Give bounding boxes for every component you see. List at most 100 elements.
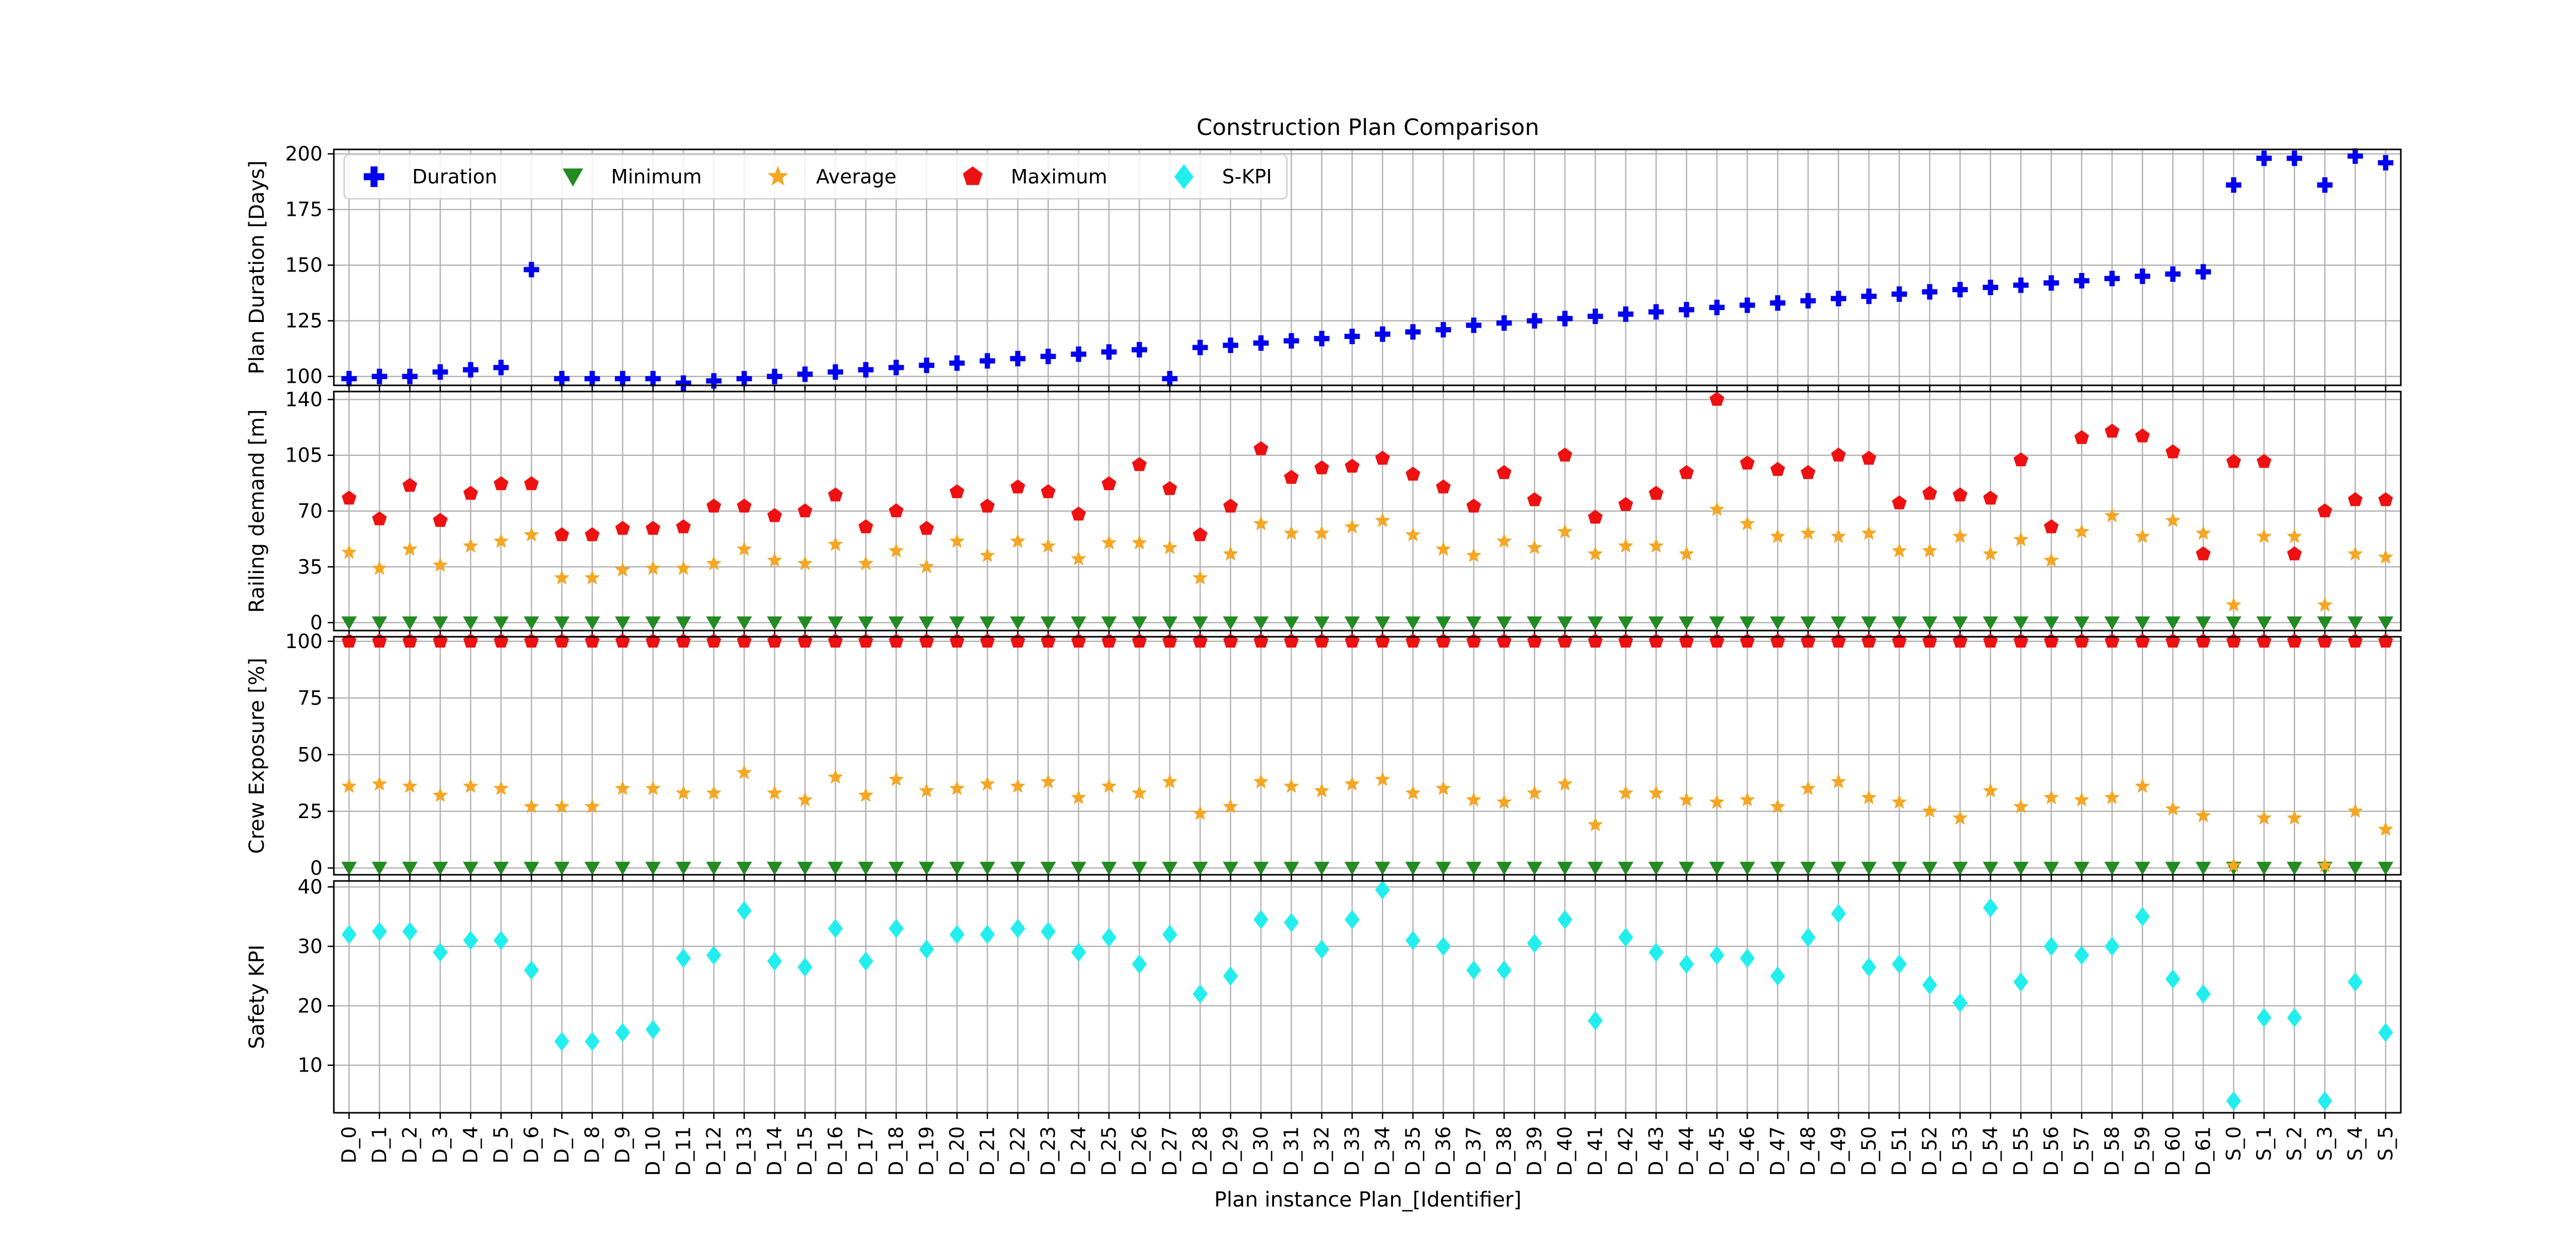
x-tick-label: D_49 [1827,1126,1850,1176]
data-point-average [1314,525,1330,540]
data-point-duration [463,362,479,378]
data-point-s-kpi [1405,930,1420,951]
data-point-average [1618,538,1634,553]
data-point-maximum [2287,633,2302,648]
data-point-duration [2347,148,2363,164]
data-point-duration [1618,306,1634,322]
data-point-average [2286,528,2302,544]
data-point-average [797,555,813,570]
data-point-minimum [1800,616,1816,630]
data-point-minimum [1223,861,1239,876]
data-point-s-kpi [1041,922,1056,941]
data-point-maximum [889,503,904,518]
data-point-s-kpi [1953,993,1968,1013]
data-point-minimum [858,616,874,630]
data-point-minimum [2256,861,2272,876]
data-point-average [858,555,874,570]
data-point-maximum [463,633,478,648]
data-point-maximum [1861,450,1876,465]
data-point-s-kpi [1132,954,1147,974]
data-point-average [1831,773,1846,789]
data-point-average [645,560,661,575]
data-point-maximum [2257,454,2272,468]
x-tick-label: D_40 [1554,1126,1577,1176]
data-point-s-kpi [494,930,509,951]
data-point-average [2226,597,2242,612]
data-point-average [888,771,904,786]
y-tick-label: 100 [285,630,323,653]
data-point-s-kpi [1557,910,1572,929]
data-point-average [554,570,570,585]
data-point-maximum [1132,633,1147,648]
data-point-duration [615,371,631,387]
data-point-duration [2074,273,2090,288]
data-point-average [1435,780,1451,795]
x-tick-label: D_56 [2040,1126,2063,1176]
data-point-minimum [949,861,965,876]
data-point-minimum [2378,616,2394,630]
data-point-duration [1223,337,1239,353]
x-tick-label: D_24 [1067,1126,1090,1176]
data-point-duration [827,364,843,380]
data-point-minimum [2074,616,2090,630]
data-point-minimum [2256,616,2272,630]
x-tick-label: S_1 [2253,1126,2276,1161]
data-point-average [1709,501,1725,516]
data-point-maximum [494,633,509,648]
data-point-duration [1375,326,1391,342]
series-minimum [341,616,2394,630]
data-point-duration [2013,277,2029,293]
data-point-duration [1891,286,1907,302]
data-point-minimum [1040,616,1056,630]
data-point-average [1071,789,1087,805]
data-point-maximum [798,633,812,648]
data-point-average [827,769,843,784]
data-point-maximum [1466,498,1481,513]
data-point-minimum [2165,861,2181,876]
data-point-maximum [767,633,782,648]
y-tick-label: 40 [298,876,323,898]
data-point-minimum [1648,861,1664,876]
x-tick-label: D_26 [1128,1126,1151,1176]
y-tick-label: 100 [285,365,323,388]
data-point-maximum [2044,633,2059,648]
data-point-minimum [1922,861,1938,876]
data-point-average [1131,785,1147,800]
data-point-maximum [828,633,843,648]
legend: Duration Minimum Average Maximum S-KPI [343,154,1288,200]
legend-label: Maximum [1011,165,1107,188]
data-point-maximum [2105,423,2120,438]
x-tick-label: D_19 [916,1126,938,1176]
x-tick-label: D_5 [490,1126,513,1163]
data-point-average [979,776,995,791]
data-point-s-kpi [2226,1091,2241,1111]
data-point-average [1739,792,1755,807]
data-point-minimum [1435,616,1451,630]
data-point-s-kpi [1466,960,1481,980]
data-point-average [1587,546,1603,561]
data-point-maximum [2348,492,2363,506]
data-point-minimum [402,616,418,630]
data-point-average [402,541,418,556]
data-point-minimum [554,616,570,630]
data-point-maximum [1861,633,1876,648]
data-point-s-kpi [2044,937,2059,956]
data-point-minimum [1101,616,1117,630]
data-point-average [2013,531,2029,547]
data-point-maximum [1193,633,1208,648]
data-point-minimum [1770,861,1786,876]
legend-entry-maximum: Maximum [962,165,1107,188]
data-point-average [2256,810,2272,825]
data-point-minimum [2165,616,2181,630]
data-point-maximum [1983,490,1998,505]
data-point-maximum [1527,492,1542,506]
data-point-minimum [341,616,357,630]
data-point-duration [2317,177,2333,193]
data-point-average [554,799,570,813]
x-tick-label: D_18 [885,1126,908,1176]
x-tick-label: D_37 [1463,1126,1485,1176]
data-point-s-kpi [402,922,417,941]
data-point-average [1192,805,1208,820]
data-point-average [1010,778,1026,793]
